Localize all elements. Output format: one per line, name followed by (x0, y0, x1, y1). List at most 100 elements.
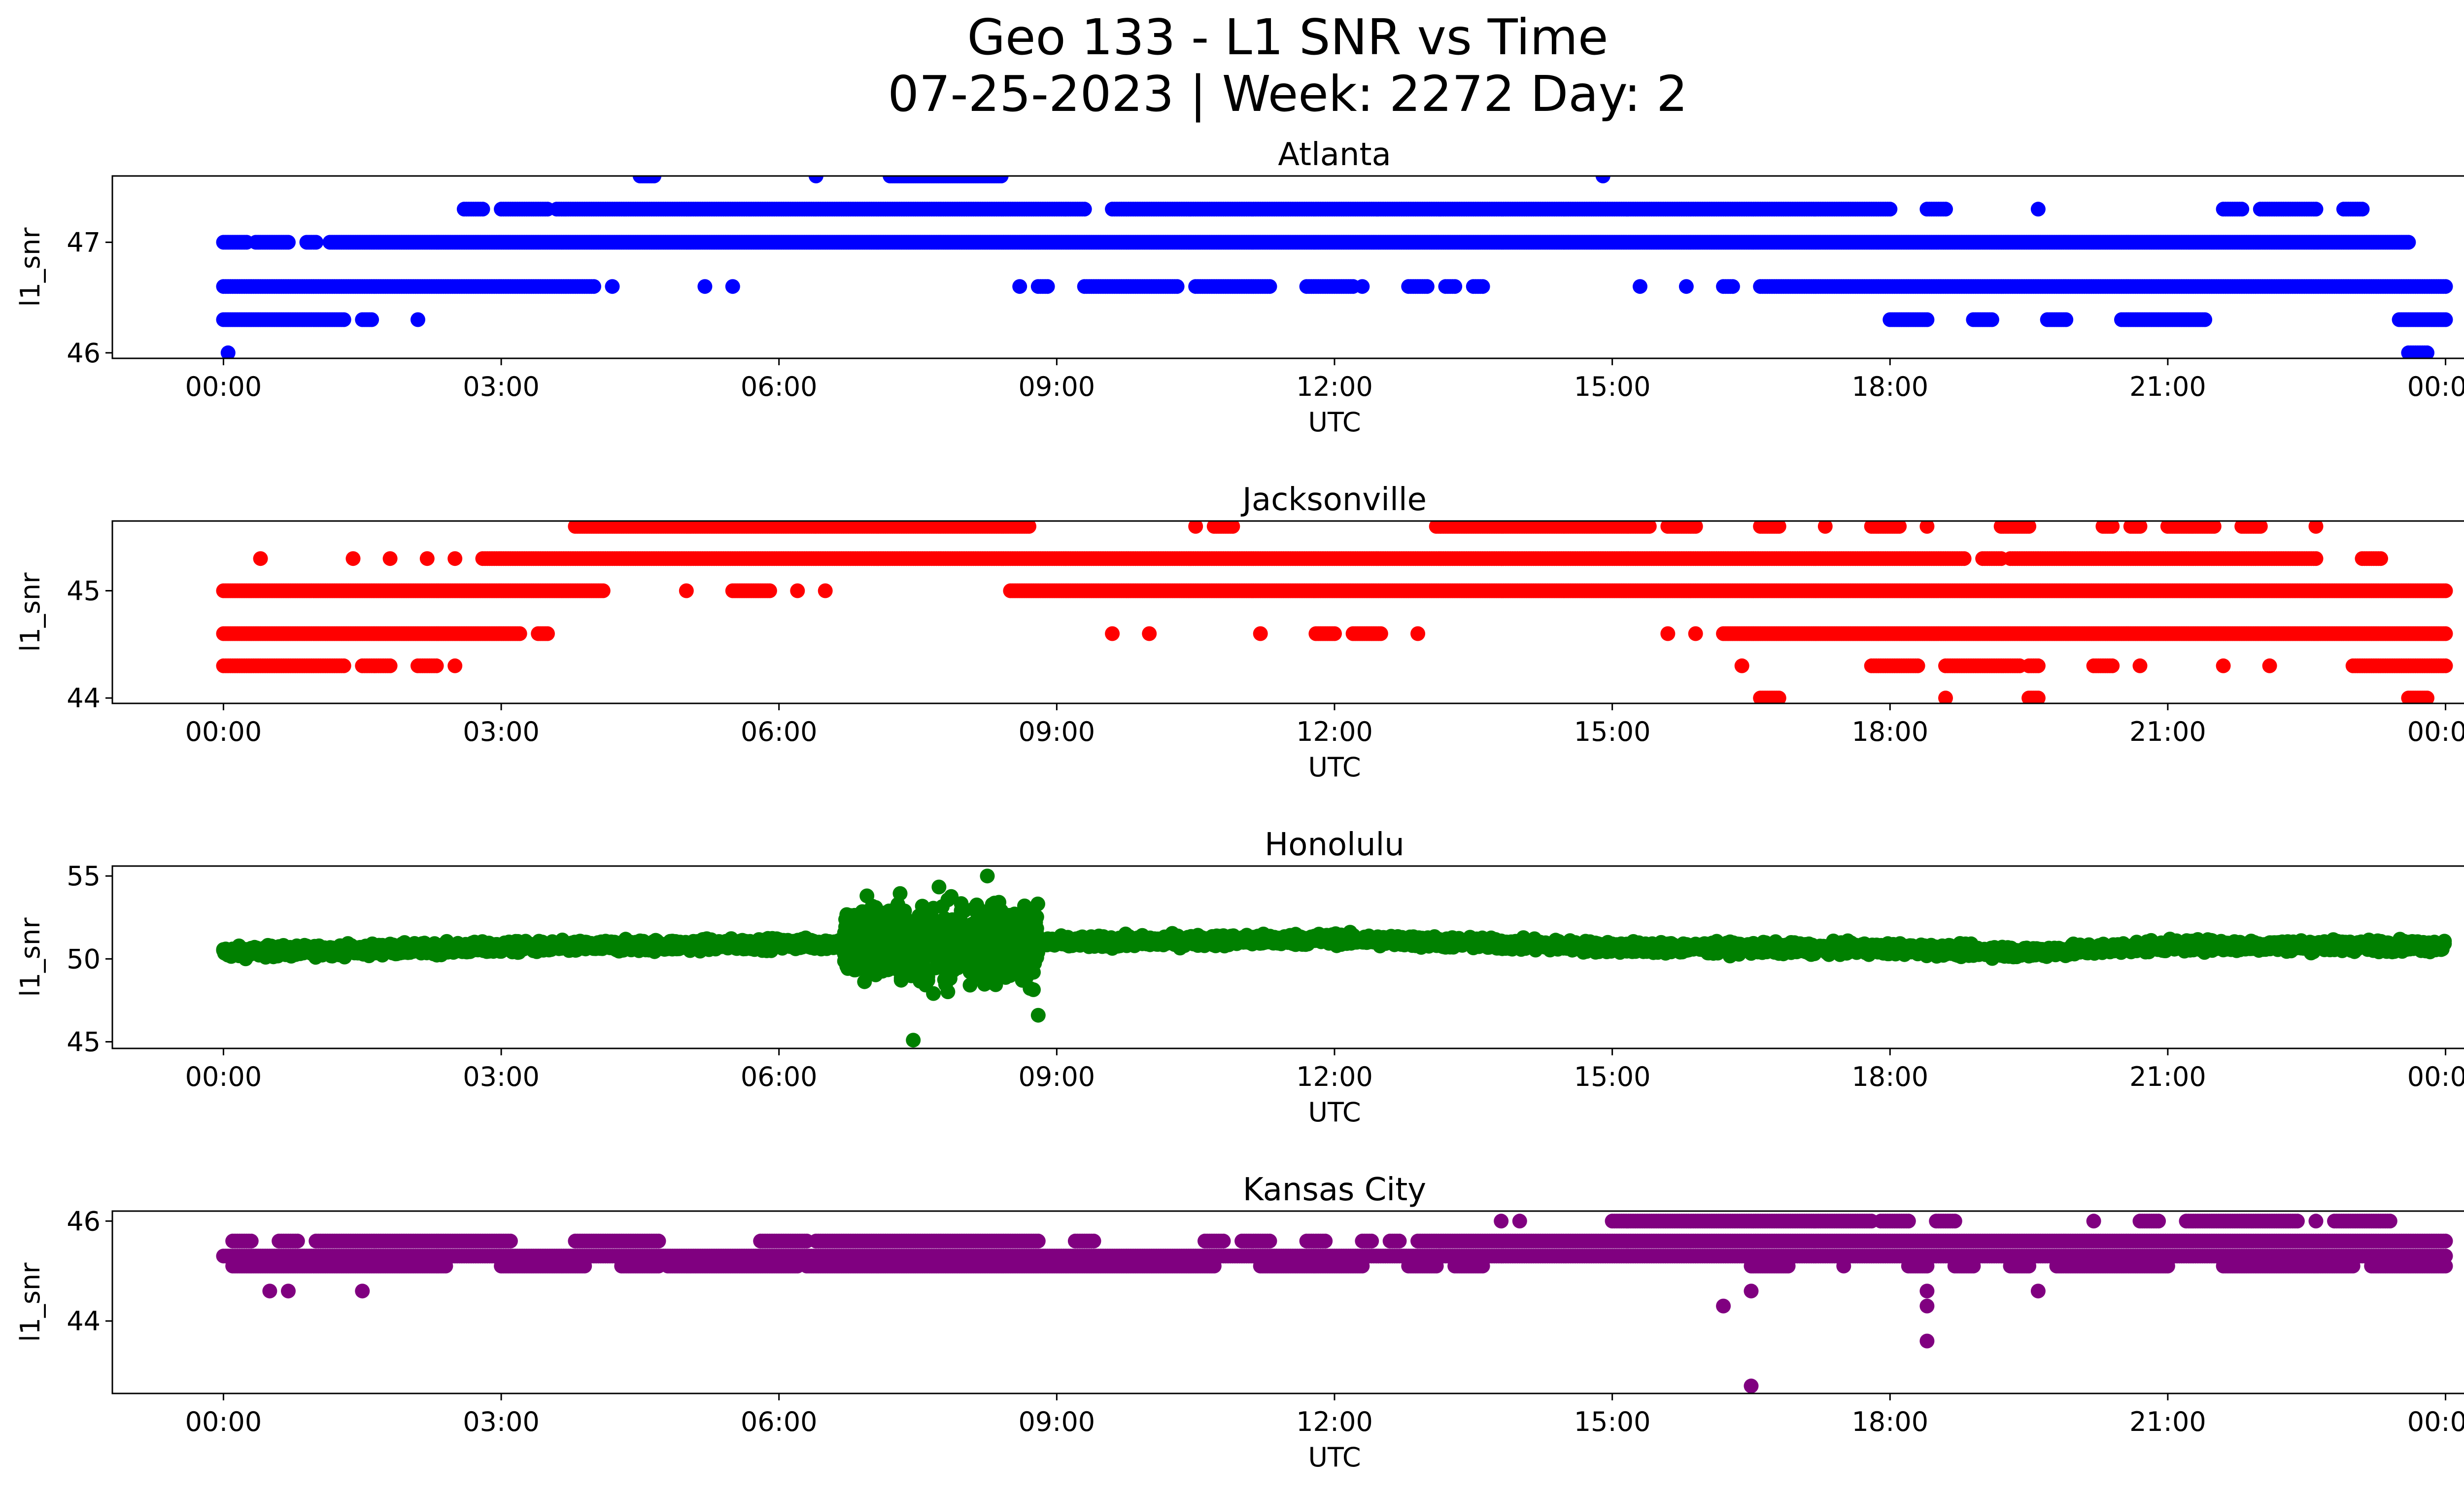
data-point (1633, 279, 1647, 294)
data-point (345, 551, 361, 566)
data-point (586, 279, 601, 294)
data-point (2401, 235, 2416, 250)
data-point (1642, 521, 1657, 534)
data-point (2132, 521, 2148, 534)
data-point (1419, 279, 1435, 294)
data-point (1919, 521, 1935, 534)
y-tick-label: 47 (67, 227, 101, 258)
data-point (2308, 202, 2324, 217)
data-point (475, 202, 490, 217)
data-point (1410, 626, 1426, 641)
data-point (818, 583, 833, 598)
data-point (1595, 176, 1610, 183)
data-point (605, 279, 620, 294)
data-point (1817, 521, 1833, 534)
data-points (216, 176, 2453, 358)
data-point (540, 626, 555, 641)
data-point (382, 551, 398, 566)
data-point (1225, 521, 1240, 534)
data-point (364, 312, 379, 327)
x-axis-label: UTC (1308, 407, 1361, 438)
x-tick-label: 21:00 (2129, 371, 2206, 402)
data-point (382, 658, 398, 673)
data-point (725, 279, 740, 294)
data-point (1938, 202, 1953, 217)
data-point (2234, 202, 2250, 217)
data-point (1475, 279, 1490, 294)
data-point (1327, 626, 1342, 641)
data-point (808, 176, 823, 183)
data-point (1188, 521, 1203, 534)
data-point (1919, 312, 1935, 327)
data-point (1012, 279, 1027, 294)
data-point (308, 235, 324, 250)
data-point (762, 583, 777, 598)
data-point (790, 583, 805, 598)
x-tick-label: 06:00 (741, 371, 818, 402)
data-point (1373, 626, 1388, 641)
x-tick-label: 12:00 (1296, 371, 1373, 402)
data-point (1688, 626, 1703, 641)
data-point (336, 312, 351, 327)
data-point (647, 176, 662, 183)
data-point (1447, 279, 1463, 294)
data-point (697, 279, 713, 294)
data-point (2308, 521, 2324, 534)
x-tick-label: 00:00 (185, 371, 262, 402)
data-point (2420, 345, 2434, 358)
data-point (2438, 312, 2453, 327)
x-tick-label: 09:00 (1019, 371, 1095, 402)
data-point (2206, 521, 2222, 534)
data-point (1892, 521, 1907, 534)
data-point (281, 235, 296, 250)
data-point (679, 583, 694, 598)
data-point (429, 658, 444, 673)
data-point (411, 312, 425, 327)
data-point (2105, 521, 2120, 534)
data-point (1910, 658, 1925, 673)
data-point (220, 345, 236, 358)
data-point (1355, 279, 1370, 294)
data-point (1984, 312, 1999, 327)
data-point (419, 551, 435, 566)
data-point (1262, 279, 1277, 294)
data-point (2355, 202, 2370, 217)
figure-title-line2: 07-25-2023 | Week: 2272 Day: 2 (888, 65, 1687, 123)
data-point (1077, 202, 1092, 217)
data-point (1022, 521, 1036, 534)
data-point (1678, 279, 1694, 294)
x-tick-label: 00:00 (2407, 371, 2464, 402)
x-tick-label: 03:00 (463, 371, 540, 402)
y-axis-label: l1_snr (15, 227, 46, 307)
data-point (2253, 521, 2268, 534)
y-tick-label: 46 (67, 338, 101, 369)
data-point (1142, 626, 1157, 641)
data-point (2438, 626, 2453, 641)
data-point (1771, 521, 1786, 534)
data-point (2438, 279, 2453, 294)
data-point (1040, 279, 1055, 294)
data-point (1660, 626, 1676, 641)
data-point (1105, 626, 1120, 641)
data-point (336, 658, 351, 673)
data-point (1725, 279, 1740, 294)
data-point (2373, 551, 2388, 566)
data-point (1169, 279, 1185, 294)
data-point (1882, 202, 1898, 217)
data-point (1734, 658, 1749, 673)
data-point (447, 658, 463, 673)
data-point (512, 626, 527, 641)
data-point (993, 176, 1009, 183)
data-point (2021, 521, 2037, 534)
data-point (2030, 202, 2046, 217)
data-point (447, 551, 463, 566)
figure-title-line1: Geo 133 - L1 SNR vs Time (967, 8, 1608, 66)
data-points (216, 521, 2453, 703)
data-point (2308, 551, 2324, 566)
data-point (2058, 312, 2074, 327)
